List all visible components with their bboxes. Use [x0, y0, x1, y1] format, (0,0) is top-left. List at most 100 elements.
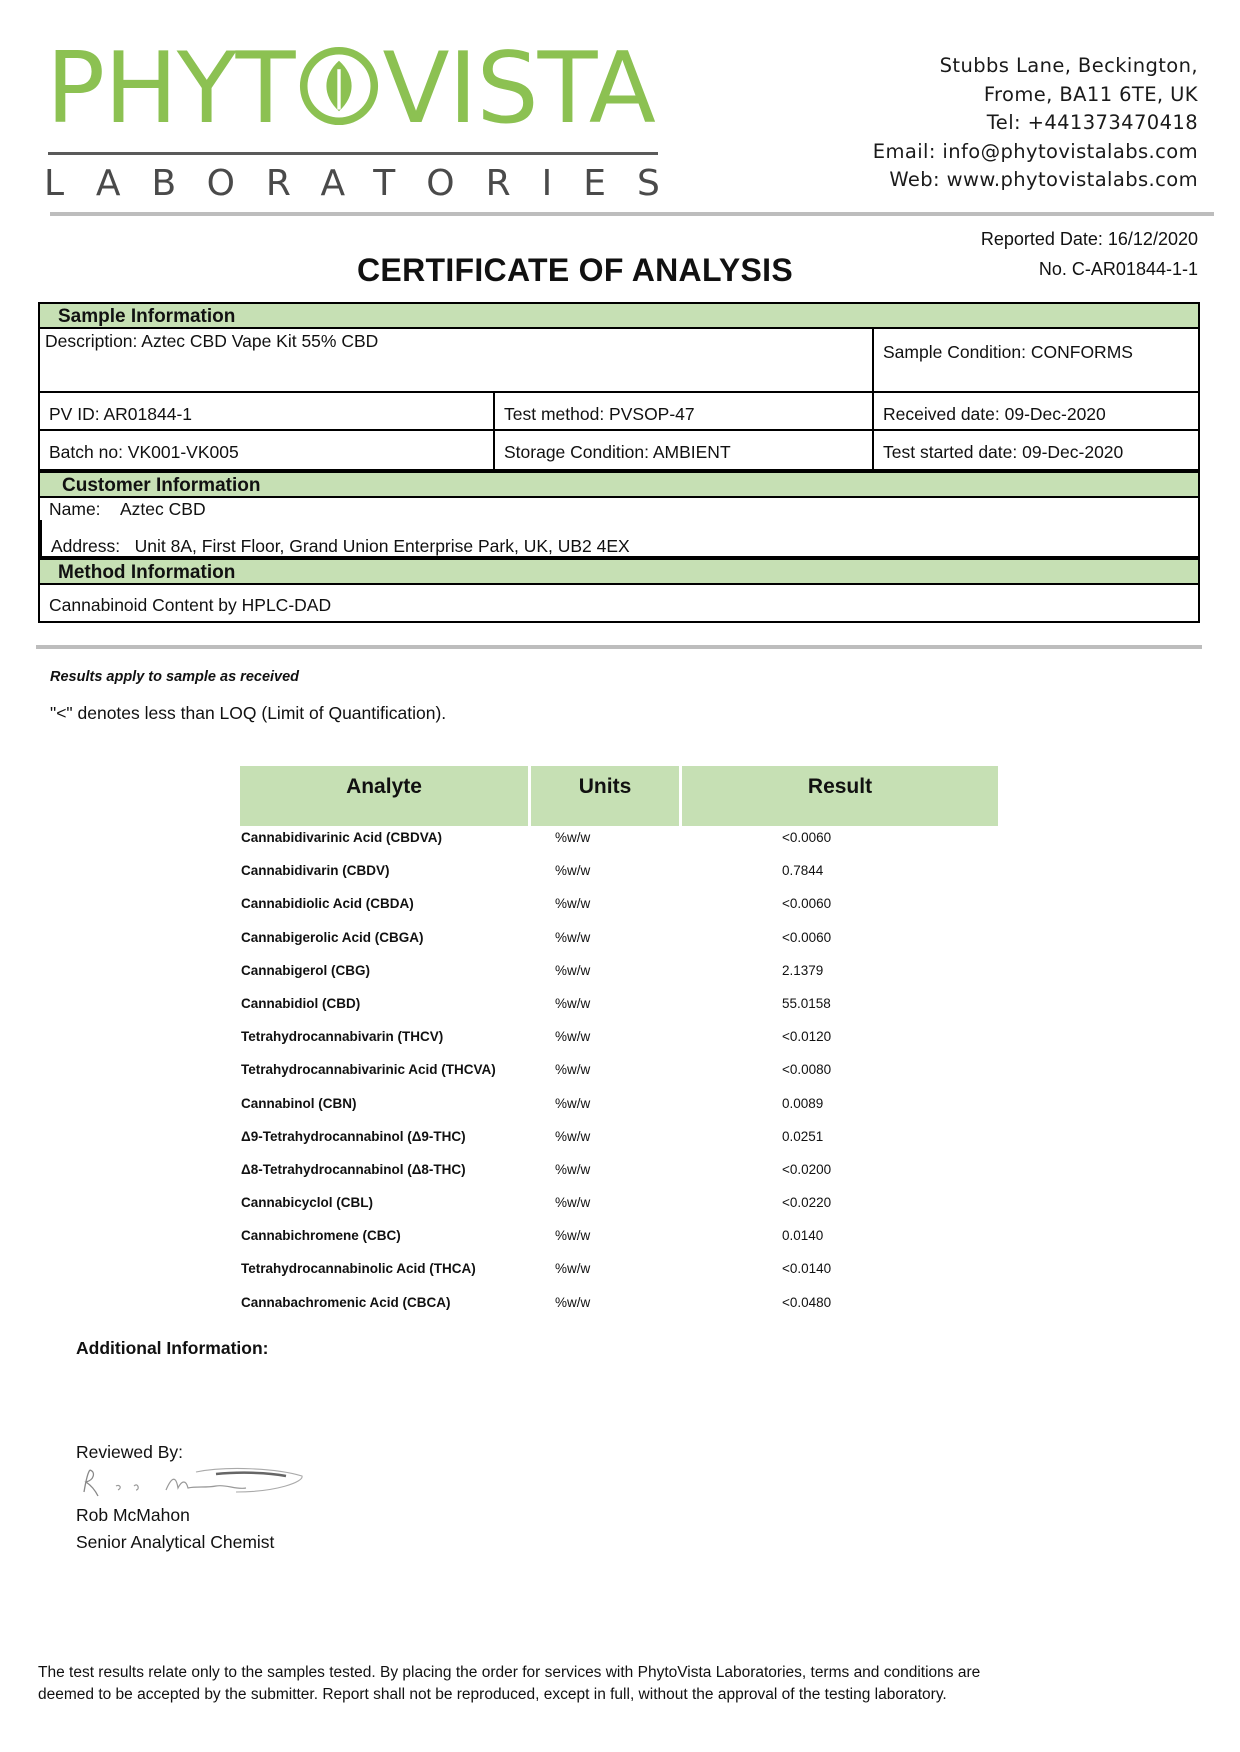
analyte-cell: Tetrahydrocannabinolic Acid (THCA): [241, 1261, 476, 1277]
method-value: Cannabinoid Content by HPLC-DAD: [49, 595, 332, 615]
result-cell: 0.7844: [782, 863, 824, 879]
logo-subtitle: LABORATORIES: [44, 163, 691, 204]
analyte-cell: Cannabicyclol (CBL): [241, 1195, 374, 1211]
result-cell: 2.1379: [782, 962, 824, 978]
units-cell: %w/w: [555, 863, 591, 879]
header-analyte: Analyte: [240, 766, 528, 826]
result-cell: <0.0120: [782, 1029, 832, 1045]
reviewer-name: Rob McMahon: [76, 1505, 190, 1525]
results-note: Results apply to sample as received: [50, 669, 300, 685]
address-line2: Frome, BA11 6TE, UK: [983, 82, 1198, 106]
report-number: No. C-AR01844-1-1: [1038, 259, 1198, 279]
analyte-cell: Cannabidivarin (CBDV): [241, 863, 390, 879]
customer-body: Name: Aztec CBD Address: Unit 8A, First …: [40, 498, 1198, 558]
analyte-cell: Cannabidiol (CBD): [241, 995, 361, 1011]
units-cell: %w/w: [555, 1062, 591, 1078]
loq-note: "<" denotes less than LOQ (Limit of Quan…: [50, 703, 447, 723]
result-cell: <0.0060: [782, 929, 832, 945]
result-cell: <0.0480: [782, 1294, 832, 1310]
units-cell: %w/w: [555, 1294, 591, 1310]
method-section: Method Information: [40, 558, 1198, 585]
units-cell: %w/w: [555, 896, 591, 912]
reviewer-role: Senior Analytical Chemist: [76, 1532, 275, 1552]
test-started-date: Test started date: 09-Dec-2020: [872, 431, 1198, 469]
result-cell: <0.0080: [782, 1062, 832, 1078]
leaf-circle-icon: [299, 46, 378, 126]
sample-info-heading: Sample Information: [40, 304, 1198, 329]
test-method: Test method: PVSOP-47: [493, 393, 872, 429]
lab-address: Stubbs Lane, Beckington, Frome, BA11 6TE…: [873, 52, 1198, 195]
address-line1: Stubbs Lane, Beckington,: [939, 54, 1198, 77]
sample-description-row: Description: Aztec CBD Vape Kit 55% CBD …: [40, 329, 1198, 393]
units-cell: %w/w: [555, 1029, 591, 1045]
analyte-cell: Cannabidivarinic Acid (CBDVA): [241, 830, 443, 845]
footer-line2: deemed to be accepted by the submitter. …: [38, 1686, 947, 1703]
address-web: Web: www.phytovistalabs.com: [889, 168, 1198, 191]
analyte-cell: Cannabichromene (CBC): [241, 1228, 401, 1244]
method-info-heading: Method Information: [40, 558, 1198, 585]
sample-condition: Sample Condition: CONFORMS: [872, 329, 1198, 391]
batch-no: Batch no: VK001-VK005: [49, 442, 239, 462]
result-cell: 0.0140: [782, 1228, 824, 1244]
table-row: Cannabigerolic Acid (CBGA) %w/w <0.0060: [240, 926, 998, 959]
result-cell: <0.0060: [782, 830, 832, 845]
table-row: Cannabidiol (CBD) %w/w 55.0158: [240, 992, 998, 1025]
footer-line1: The test results relate only to the samp…: [38, 1664, 981, 1681]
table-row: Δ9-Tetrahydrocannabinol (Δ9-THC) %w/w 0.02…: [240, 1125, 998, 1158]
customer-name: Name: Aztec CBD: [40, 498, 1198, 520]
footer-disclaimer: The test results relate only to the samp…: [38, 1662, 1178, 1706]
customer-address-label: Address:: [51, 536, 121, 556]
units-cell: %w/w: [555, 830, 591, 845]
table-row: Cannabachromenic Acid (CBCA) %w/w <0.0480: [240, 1291, 998, 1324]
units-cell: %w/w: [555, 995, 591, 1011]
result-cell: 0.0089: [782, 1095, 824, 1111]
header-divider: [50, 212, 1214, 216]
analyte-cell: Cannabidiolic Acid (CBDA): [241, 896, 414, 912]
units-cell: %w/w: [555, 1128, 591, 1144]
table-row: Δ8-Tetrahydrocannabinol (Δ8-THC) %w/w <0.0…: [240, 1158, 998, 1191]
address-email: Email: info@phytovistalabs.com: [872, 139, 1198, 163]
logo-divider: [48, 152, 658, 155]
units-cell: %w/w: [555, 1095, 591, 1111]
customer-name-value: Aztec CBD: [120, 499, 206, 519]
table-row: Cannabinol (CBN) %w/w 0.0089: [240, 1092, 998, 1125]
analyte-cell: Tetrahydrocannabivarin (THCV): [241, 1029, 444, 1045]
table-row: Tetrahydrocannabinolic Acid (THCA) %w/w <0…: [240, 1257, 998, 1290]
table-row: Cannabidivarin (CBDV) %w/w 0.7844: [240, 859, 998, 892]
logo-name-right: VISTA: [382, 32, 656, 146]
results-table-body: Cannabidivarinic Acid (CBDVA) %w/w <0.0060…: [240, 826, 998, 1324]
units-cell: %w/w: [555, 1161, 591, 1177]
result-cell: <0.0220: [782, 1195, 832, 1211]
signature-image: [83, 1467, 303, 1497]
analyte-cell: Cannabigerolic Acid (CBGA): [241, 929, 424, 945]
header-units: Units: [531, 766, 679, 826]
units-cell: %w/w: [555, 1261, 591, 1277]
table-row: Tetrahydrocannabivarinic Acid (THCVA) %w/…: [240, 1058, 998, 1091]
table-row: Tetrahydrocannabivarin (THCV) %w/w <0.0120: [240, 1025, 998, 1058]
analyte-cell: Δ9-Tetrahydrocannabinol (Δ9-THC): [241, 1128, 466, 1144]
table-row: Cannabigerol (CBG) %w/w 2.1379: [240, 959, 998, 992]
units-cell: %w/w: [555, 962, 591, 978]
analyte-cell: Cannabachromenic Acid (CBCA): [241, 1294, 451, 1310]
reviewed-by-label: Reviewed By:: [76, 1442, 183, 1462]
result-cell: <0.0140: [782, 1261, 832, 1277]
customer-name-label: Name:: [49, 499, 101, 519]
result-cell: <0.0200: [782, 1161, 832, 1177]
result-cell: 55.0158: [782, 995, 831, 1011]
units-cell: %w/w: [555, 929, 591, 945]
analyte-cell: Δ8-Tetrahydrocannabinol (Δ8-THC): [241, 1161, 466, 1177]
customer-address: Address: Unit 8A, First Floor, Grand Uni…: [40, 520, 1198, 557]
address-tel: Tel: +441373470418: [986, 111, 1198, 134]
reported-date: Reported Date: 16/12/2020: [980, 229, 1198, 249]
additional-info-label: Additional Information:: [76, 1338, 269, 1358]
page-title: CERTIFICATE OF ANALYSIS: [357, 252, 793, 288]
pv-id: PV ID: AR01844-1: [49, 404, 192, 424]
table-row: Cannabidiolic Acid (CBDA) %w/w <0.0060: [240, 892, 998, 925]
analyte-cell: Tetrahydrocannabivarinic Acid (THCVA): [241, 1062, 496, 1078]
results-table-header: Analyte Units Result: [240, 766, 998, 826]
table-row: Cannabidivarinic Acid (CBDVA) %w/w <0.0060: [240, 826, 998, 859]
result-cell: 0.0251: [782, 1128, 824, 1144]
analyte-cell: Cannabigerol (CBG): [241, 962, 371, 978]
units-cell: %w/w: [555, 1195, 591, 1211]
received-date: Received date: 09-Dec-2020: [872, 393, 1198, 429]
